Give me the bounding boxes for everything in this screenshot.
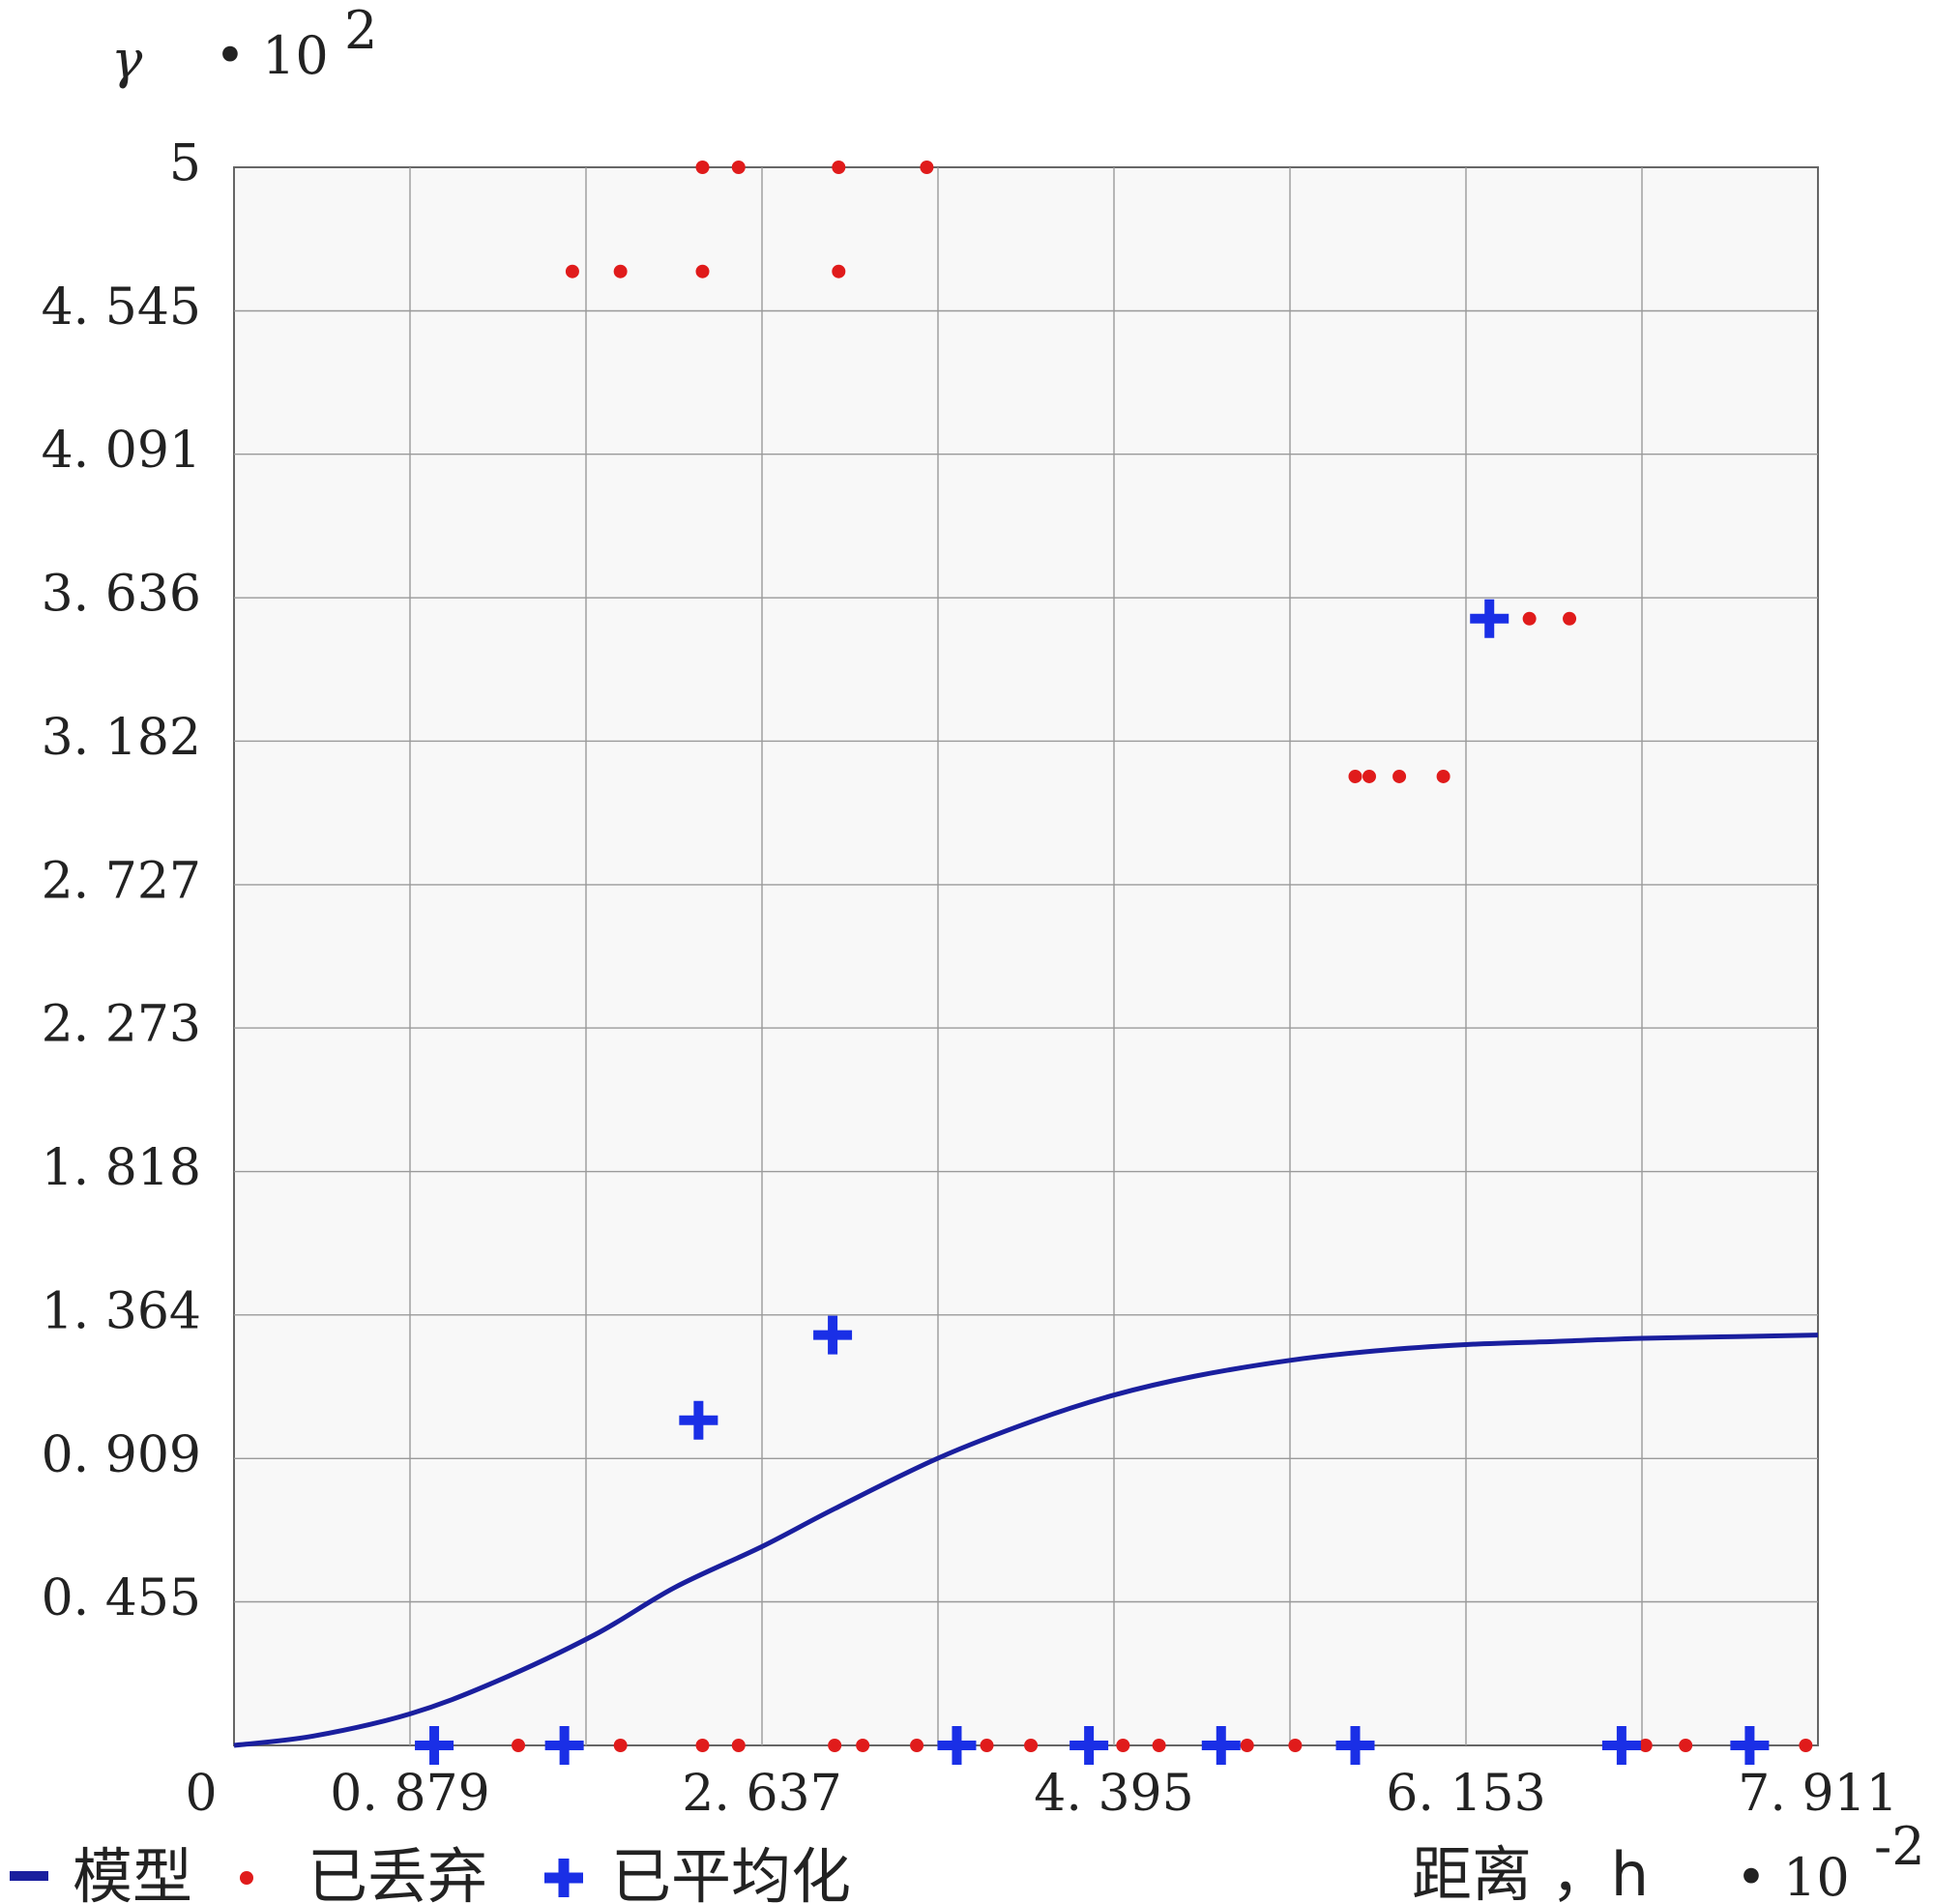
discarded-point xyxy=(695,1739,710,1752)
y-axis-symbol: γ xyxy=(111,29,143,90)
discarded-point xyxy=(1362,769,1376,783)
x-tick-label: 0. 879 xyxy=(330,1765,489,1823)
legend-label-model: 模型 xyxy=(73,1841,192,1904)
legend: 模型 已丢弃 已平均化 xyxy=(10,1841,851,1904)
y-axis-exponent: 2 xyxy=(344,0,377,61)
discarded-point xyxy=(1563,611,1577,626)
y-tick-label: 4. 545 xyxy=(42,278,201,337)
y-tick-label: 2. 273 xyxy=(42,996,201,1054)
model-curve xyxy=(233,1333,1819,1748)
discarded-point xyxy=(1348,769,1363,783)
discarded-point xyxy=(695,161,710,174)
discarded-series xyxy=(512,161,1813,1752)
discarded-point xyxy=(828,1739,842,1752)
discarded-point xyxy=(1799,1739,1813,1752)
discarded-point xyxy=(1024,1739,1039,1752)
discarded-point xyxy=(832,161,846,174)
x-tick-labels: 0 0. 879 2. 637 4. 395 6. 153 7. 911 xyxy=(185,1765,1897,1823)
x-gridlines xyxy=(409,167,1643,1745)
averaged-point xyxy=(1335,1726,1375,1765)
discarded-point xyxy=(695,264,710,278)
averaged-point xyxy=(1470,599,1509,638)
averaged-point xyxy=(813,1315,853,1355)
x-axis-exponent: -2 xyxy=(1874,1816,1925,1877)
x-tick-label: 6. 153 xyxy=(1386,1765,1545,1823)
averaged-point xyxy=(1201,1726,1241,1765)
legend-line-swatch xyxy=(10,1871,48,1881)
discarded-point xyxy=(910,1739,924,1752)
y-tick-label: 0. 455 xyxy=(42,1569,201,1627)
y-tick-label: 0. 909 xyxy=(42,1426,201,1484)
discarded-point xyxy=(613,1739,628,1752)
averaged-point xyxy=(1601,1726,1641,1765)
discarded-point xyxy=(1392,769,1407,783)
y-tick-label: 4. 091 xyxy=(42,422,201,480)
discarded-point xyxy=(731,1739,746,1752)
averaged-series xyxy=(415,599,1770,1765)
discarded-point xyxy=(1522,611,1537,626)
model-series xyxy=(233,1333,1819,1748)
legend-dot-swatch xyxy=(240,1871,253,1885)
discarded-point xyxy=(613,264,628,278)
y-tick-labels: 0. 455 0. 909 1. 364 1. 818 2. 273 2. 727 3. 1… xyxy=(42,135,201,1627)
discarded-point xyxy=(1116,1739,1130,1752)
y-tick-label: 1. 364 xyxy=(42,1282,201,1340)
y-tick-label: 2. 727 xyxy=(42,852,201,910)
discarded-point xyxy=(980,1739,994,1752)
averaged-point xyxy=(937,1726,977,1765)
y-gridlines xyxy=(234,309,1818,1603)
averaged-point xyxy=(679,1400,718,1440)
averaged-point xyxy=(1730,1726,1770,1765)
x-tick-label: 0 xyxy=(185,1765,217,1823)
discarded-point xyxy=(565,264,579,278)
averaged-point xyxy=(544,1726,584,1765)
averaged-point xyxy=(415,1726,454,1765)
discarded-point xyxy=(1288,1739,1303,1752)
x-tick-label: 7. 911 xyxy=(1738,1765,1897,1823)
x-axis-label: 距离 ，h xyxy=(1412,1839,1649,1904)
y-tick-label: 5 xyxy=(169,135,201,193)
y-tick-label: 3. 182 xyxy=(42,709,201,767)
averaged-point xyxy=(1070,1726,1109,1765)
discarded-point xyxy=(1152,1739,1166,1752)
y-tick-label: 1. 818 xyxy=(42,1139,201,1197)
x-axis-multiplier: • 10 xyxy=(1736,1847,1850,1904)
discarded-point xyxy=(856,1739,870,1752)
discarded-point xyxy=(832,264,846,278)
legend-label-discarded: 已丢弃 xyxy=(308,1841,487,1904)
y-tick-label: 3. 636 xyxy=(42,566,201,624)
discarded-point xyxy=(1679,1739,1693,1752)
plot-area xyxy=(233,166,1819,1746)
legend-plus-swatch xyxy=(544,1859,583,1897)
x-tick-label: 2. 637 xyxy=(682,1765,841,1823)
discarded-point xyxy=(512,1739,526,1752)
discarded-point xyxy=(920,161,934,174)
discarded-point xyxy=(731,161,746,174)
discarded-point xyxy=(1436,769,1450,783)
y-axis-multiplier: • 10 xyxy=(215,25,329,86)
discarded-point xyxy=(1240,1739,1254,1752)
legend-label-averaged: 已平均化 xyxy=(611,1841,851,1904)
x-tick-label: 4. 395 xyxy=(1034,1765,1193,1823)
discarded-point xyxy=(1638,1739,1653,1752)
